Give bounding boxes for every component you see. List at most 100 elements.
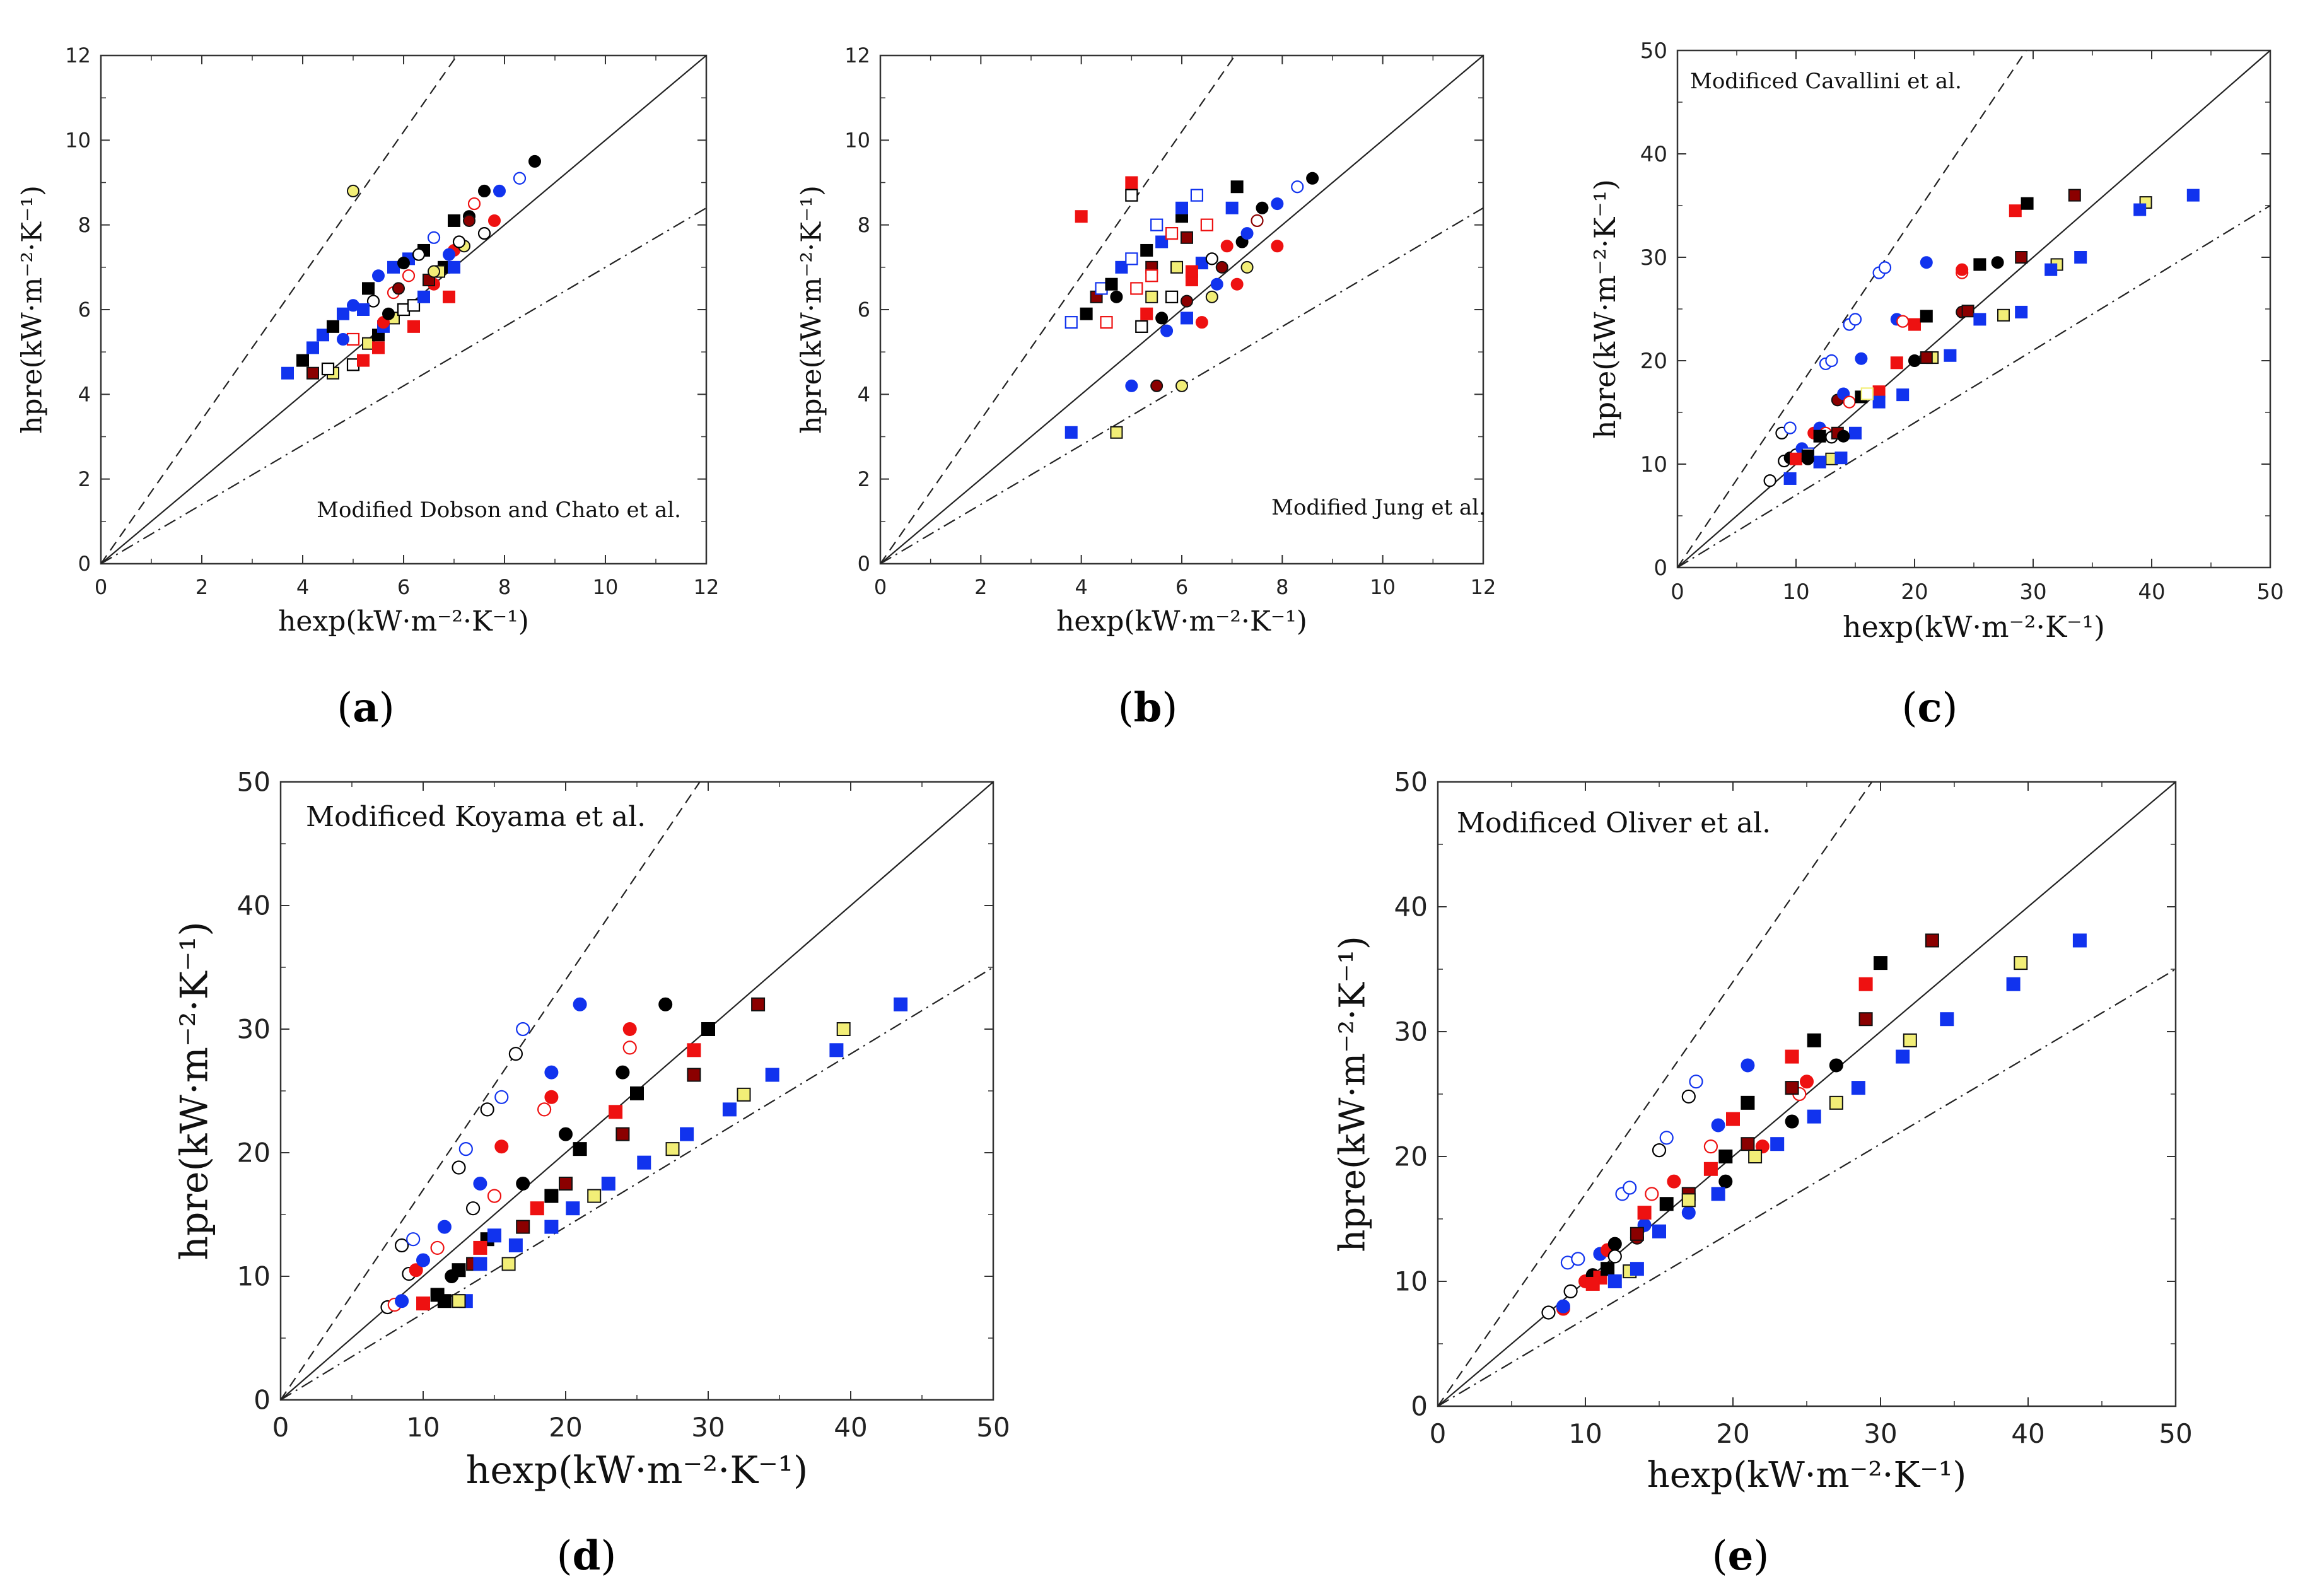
x-axis-title: hexp(kW·m⁻²·K⁻¹) [466,1448,808,1493]
point-square [1920,310,1933,323]
point-square [615,1127,630,1141]
upper-deviation-line [101,55,458,564]
point-open-circle [406,1232,421,1247]
point-square [587,1189,602,1203]
point-open-circle [1563,1284,1578,1298]
point-circle [615,1065,630,1080]
y-tick-label: 0 [254,1385,271,1416]
point-circle [1271,197,1284,211]
x-tick-label: 40 [2011,1418,2044,1449]
point-open-circle [1652,1143,1667,1158]
point-square [306,341,319,354]
x-tick-label: 12 [1471,575,1496,599]
point-circle [494,1139,509,1154]
point-square [1829,1095,1843,1110]
x-tick-label: 0 [1671,580,1684,605]
x-tick-label: 30 [2019,580,2046,605]
point-square [1601,1262,1615,1276]
point-circle [1556,1299,1570,1313]
point-open-circle [1607,1249,1622,1264]
x-tick-label: 10 [593,575,619,599]
point-square [443,290,455,303]
point-circle [1607,1237,1622,1251]
y-tick-label: 8 [78,213,91,237]
upper-deviation-line [1677,50,2027,568]
point-circle [437,1220,452,1234]
point-open-circle [467,197,481,211]
point-open-circle [494,1090,509,1104]
point-circle [397,257,410,270]
point-open-circle [452,235,466,248]
x-tick-label: 10 [406,1412,440,1443]
point-open-circle [622,1040,637,1055]
x-tick-label: 10 [1370,575,1396,599]
point-open-circle [430,1240,445,1255]
point-circle [1681,1206,1696,1220]
data-points [1064,172,1319,439]
point-open-square [1860,387,1874,400]
point-square [296,354,309,367]
point-square [894,997,908,1011]
point-square [1185,265,1198,278]
point-open-circle [1541,1305,1556,1320]
point-circle [573,997,587,1011]
y-tick-label: 30 [1640,245,1667,271]
point-square [1110,426,1123,439]
lower-deviation-line [1677,205,2270,568]
point-open-circle [458,1142,473,1156]
point-square [416,1296,430,1311]
point-open-circle [1623,1180,1637,1195]
point-open-square [1125,252,1138,265]
scatter-plot-d: 0 10 20 30 40 50 0 10 20 30 40 50 hexp(kW·m⁻²·K⁻¹) hp… [173,767,1010,1493]
y-tick-label: 12 [844,44,870,67]
point-square [637,1155,651,1170]
point-square [665,1142,680,1156]
point-open-square [407,299,421,312]
parity-line [880,55,1483,564]
point-square [1785,1081,1799,1095]
y-tick-label: 30 [1394,1016,1428,1047]
point-circle [473,1177,487,1191]
caption-a-letter: a [353,684,379,731]
point-circle [1210,277,1223,291]
point-open-circle [402,269,416,283]
point-square [609,1105,623,1119]
x-tick-label: 50 [976,1412,1010,1443]
point-open-square [1100,316,1113,329]
point-square [508,1238,523,1252]
point-square [1896,1049,1910,1064]
point-square [1115,260,1128,274]
point-circle [1125,379,1138,392]
point-open-circle [1291,180,1304,194]
y-tick-label: 2 [858,467,870,491]
point-open-circle [412,248,426,261]
x-tick-label: 12 [694,575,720,599]
point-square [1903,1033,1917,1047]
model-annotation: Modificed Cavallini et al. [1690,69,1962,94]
point-square [448,214,460,227]
point-open-circle [1703,1139,1718,1154]
model-annotation: Modificed Koyama et al. [306,801,646,833]
y-tick-label: 40 [237,890,271,921]
data-points [1541,933,2087,1320]
point-circle [1215,260,1228,274]
scatter-plot-e: 0 10 20 30 40 50 0 10 20 30 40 50 hexp(kW·m⁻²·K⁻¹) hp… [1333,767,2193,1496]
y-tick-label: 10 [844,129,870,153]
x-axis-title: hexp(kW·m⁻²·K⁻¹) [1647,1455,1966,1496]
point-circle [1718,1174,1733,1189]
point-square [687,1068,701,1082]
y-tick-label: 12 [65,44,91,67]
point-circle [372,269,385,283]
point-square [630,1086,644,1100]
point-square [1726,1112,1740,1126]
point-circle [1785,1114,1799,1129]
point-square [2015,251,2028,264]
point-open-circle [1783,421,1797,434]
x-tick-label: 20 [1901,580,1928,605]
x-tick-label: 50 [2256,580,2283,605]
y-tick-label: 4 [78,383,91,407]
point-circle [1195,316,1208,329]
point-circle [1256,201,1269,214]
point-circle [1956,263,1969,276]
point-open-circle [1251,214,1264,228]
